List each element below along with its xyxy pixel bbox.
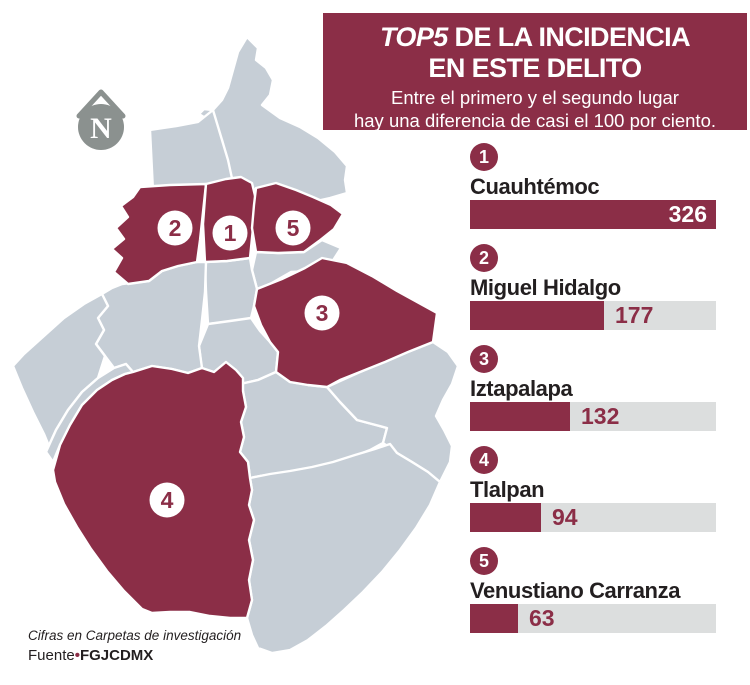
svg-text:2: 2 [169, 215, 182, 241]
title-subtitle: Entre el primero y el segundo lugar hay … [323, 87, 747, 132]
svg-text:1: 1 [224, 220, 237, 246]
bar-track: 132 [470, 402, 716, 431]
bar-value: 177 [615, 302, 654, 328]
svg-text:3: 3 [316, 300, 329, 326]
rank-badge: 1 [470, 143, 498, 171]
rank-name: Cuauhtémoc [470, 174, 600, 199]
title-line-2: EN ESTE DELITO [428, 53, 642, 83]
map-region-tlahuac [325, 340, 460, 484]
subtitle-line-2: hay una diferencia de casi el 100 por ci… [353, 109, 716, 131]
title-line-1: TOP5 DE LA INCIDENCIA [323, 22, 747, 53]
rank-name: Venustiano Carranza [470, 578, 681, 603]
subtitle-line-1: Entre el primero y el segundo lugar [391, 87, 679, 108]
map-region-milpa-alta [245, 442, 442, 655]
title-box: TOP5 DE LA INCIDENCIA EN ESTE DELITO Ent… [323, 13, 747, 132]
rank-item-3: 3 Iztapalapa 132 [470, 345, 716, 446]
svg-text:N: N [90, 112, 112, 145]
bar-fill [470, 402, 570, 431]
rank-item-2: 2 Miguel Hidalgo 177 [470, 244, 716, 345]
bar-fill [470, 200, 716, 229]
bar-track: 94 [470, 503, 716, 532]
bar-fill [470, 503, 541, 532]
footer-note: Cifras en Carpetas de investigación [28, 628, 242, 643]
rank-item-4: 4 Tlalpan 94 [470, 446, 716, 547]
bar-value: 94 [552, 504, 578, 530]
bar-value: 63 [529, 605, 555, 631]
map-badge-4: 4 [149, 482, 185, 518]
rank-badge: 4 [470, 446, 498, 474]
bar-track: 326 [470, 200, 716, 229]
rank-badge: 5 [470, 547, 498, 575]
bar-fill [470, 604, 518, 633]
map-region-iztapalapa [252, 256, 439, 389]
rank-name: Iztapalapa [470, 376, 573, 401]
rank-item-1: 1 Cuauhtémoc 326 [470, 143, 716, 244]
map-region-benito-juarez [203, 256, 259, 326]
bar-track: 63 [470, 604, 716, 633]
ranking-list: 1 Cuauhtémoc 326 2 Miguel Hidalgo 177 3 … [470, 143, 716, 648]
svg-text:4: 4 [161, 487, 174, 513]
title-brand: TOP5 [380, 22, 448, 52]
rank-badge: 2 [470, 244, 498, 272]
north-compass-icon: N [76, 89, 126, 150]
footer-source-bullet: • [74, 647, 80, 664]
bar-track: 177 [470, 301, 716, 330]
bar-fill [470, 301, 604, 330]
bar-value: 132 [581, 403, 620, 429]
footer-source-prefix: Fuente [28, 647, 75, 664]
map-badge-2: 2 [157, 210, 193, 246]
map-badge-5: 5 [275, 210, 311, 246]
rank-name: Tlalpan [470, 477, 545, 502]
map-badge-3: 3 [304, 295, 340, 331]
title-line-1-rest: DE LA INCIDENCIA [447, 22, 691, 52]
cdmx-map: 1 2 5 3 4 N [11, 35, 460, 655]
rank-name: Miguel Hidalgo [470, 275, 621, 300]
footer-source: Fuente•FGJCDMX [28, 647, 153, 664]
bar-value: 326 [668, 201, 707, 227]
rank-badge: 3 [470, 345, 498, 373]
footer-source-name: FGJCDMX [79, 647, 154, 664]
rank-item-5: 5 Venustiano Carranza 63 [470, 547, 716, 648]
map-badge-1: 1 [212, 215, 248, 251]
svg-text:5: 5 [287, 215, 300, 241]
